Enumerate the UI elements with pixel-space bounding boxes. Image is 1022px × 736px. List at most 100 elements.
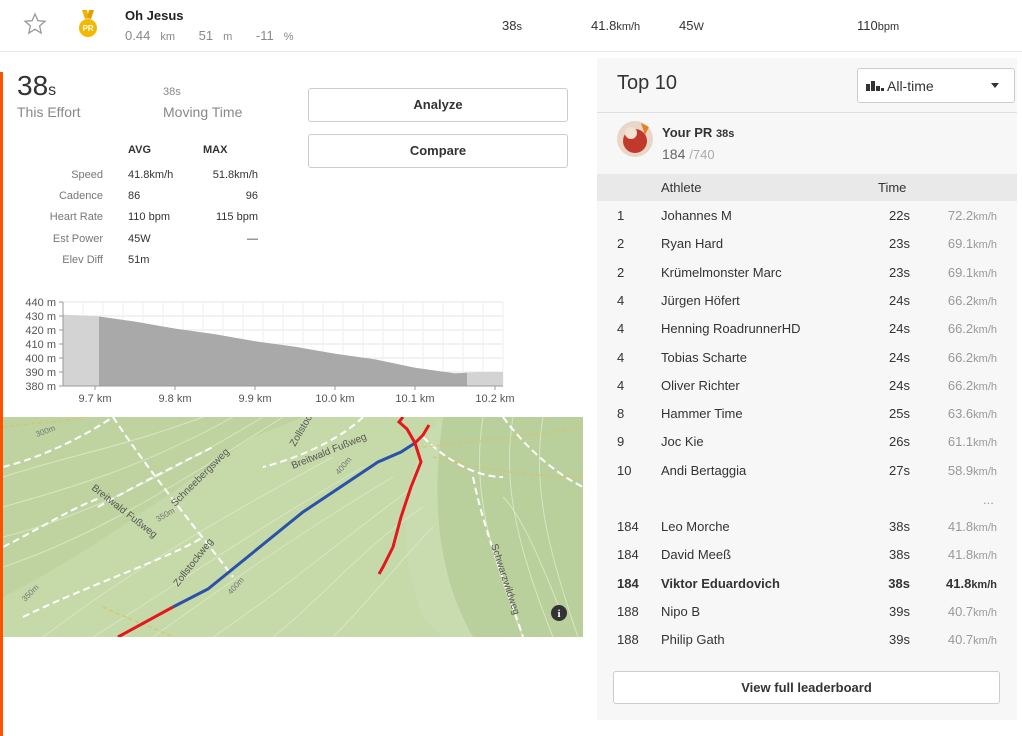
y-tick-label: 400 m	[25, 353, 56, 365]
leaderboard-row[interactable]: 184 Leo Morche 38s 41.8km/h	[597, 512, 1017, 540]
leaderboard-speed: 66.2km/h	[947, 377, 997, 393]
chevron-down-icon[interactable]	[991, 83, 999, 88]
leaderboard-row[interactable]: 1 Johannes M 22s 72.2km/h	[597, 201, 1017, 229]
stat-avg: 45W	[128, 233, 151, 245]
leaderboard-athlete-name[interactable]: David Meeß	[661, 547, 732, 563]
leaderboard-rank: 1	[617, 208, 625, 223]
leaderboard-time: 38s	[888, 575, 910, 591]
pr-medal-icon: PR	[79, 10, 97, 37]
analyze-button[interactable]: Analyze	[308, 88, 568, 122]
avatar[interactable]	[617, 121, 653, 157]
star-icon[interactable]	[23, 12, 47, 36]
leaderboard-speed: 58.9km/h	[947, 462, 997, 478]
x-tick-label: 10.2 km	[475, 393, 514, 405]
leaderboard-rank: 4	[617, 292, 625, 308]
effort-time: 38s	[17, 70, 57, 101]
leaderboard-rank: 184	[617, 575, 639, 591]
segment-power: 45W	[679, 18, 704, 33]
leaderboard-athlete-name[interactable]: Joc Kie	[661, 434, 704, 450]
leaderboard-row[interactable]: 188 Nipo B 39s 40.7km/h	[597, 597, 1017, 625]
column-time[interactable]: Time	[878, 180, 907, 195]
selected-indicator	[0, 72, 3, 736]
elevation-chart[interactable]: 440 m 430 m 420 m 410 m 400 m 390 m 380 m 9.7 k…	[0, 292, 520, 412]
leaderboard-time: 23s	[889, 236, 910, 252]
leaderboard-athlete-name[interactable]: Nipo B	[661, 603, 701, 619]
segment-name[interactable]: Oh Jesus	[125, 8, 184, 23]
leaderboard-athlete-name[interactable]: Tobias Scharte	[661, 349, 747, 365]
segment-heart-rate: 110bpm	[857, 18, 900, 33]
segment-distance-unit: km	[160, 31, 175, 43]
leaderboard-time: 23s	[889, 264, 910, 280]
leaderboard-athlete-name[interactable]: Krümelmonster Marc	[661, 264, 782, 280]
leaderboard-time: 39s	[889, 632, 910, 648]
leaderboard-filter-dropdown[interactable]	[857, 68, 1015, 103]
leaderboard-rank: 8	[617, 406, 625, 422]
x-tick-label: 10.1 km	[395, 393, 434, 405]
leaderboard-rank: 188	[617, 632, 639, 648]
segment-grade-unit: %	[283, 31, 294, 43]
leaderboard-time: 26s	[889, 434, 910, 450]
leaderboard-row[interactable]: 188 Philip Gath 39s 40.7km/h	[597, 625, 1017, 653]
svg-text:PR: PR	[82, 24, 93, 33]
leaderboard-speed: 41.8km/h	[947, 519, 997, 534]
leaderboard-row[interactable]: 184 David Meeß 38s 41.8km/h	[597, 540, 1017, 568]
leaderboard-speed: 41.8km/h	[946, 575, 997, 591]
leaderboard-rank: 4	[617, 377, 625, 393]
leaderboard-time: 24s	[889, 349, 910, 365]
leaderboard-speed: 66.2km/h	[947, 321, 997, 337]
leaderboard-row[interactable]: 184 Viktor Eduardovich 38s 41.8km/h	[597, 569, 1017, 597]
leaderboard-row[interactable]: 4 Jürgen Höfert 24s 66.2km/h	[597, 286, 1017, 314]
stat-avg: 41.8km/h	[128, 169, 174, 181]
leaderboard-athlete-name[interactable]: Philip Gath	[661, 632, 725, 648]
leaderboard-filter-value[interactable]: All-time	[887, 78, 934, 94]
leaderboard-speed: 40.7km/h	[947, 632, 997, 648]
compare-button[interactable]: Compare	[308, 134, 568, 168]
leaderboard-athlete-name[interactable]: Hammer Time	[661, 406, 743, 422]
leaderboard-rank: 184	[617, 547, 639, 563]
leaderboard-rank: 2	[617, 264, 625, 280]
leaderboard-speed: 69.1km/h	[947, 236, 997, 252]
stat-avg: 86	[128, 190, 141, 202]
leaderboard-row[interactable]: 2 Krümelmonster Marc 23s 69.1km/h	[597, 258, 1017, 286]
stat-label: Heart Rate	[49, 211, 103, 223]
stat-max: 51.8km/h	[212, 169, 258, 181]
column-athlete[interactable]: Athlete	[661, 180, 702, 195]
y-tick-label: 380 m	[25, 381, 56, 393]
bar-chart-icon	[866, 81, 884, 91]
leaderboard-row[interactable]: 4 Oliver Richter 24s 66.2km/h	[597, 371, 1017, 399]
leaderboard-row[interactable]: 10 Andi Bertaggia 27s 58.9km/h	[597, 456, 1017, 484]
leaderboard-rank: 2	[617, 236, 625, 252]
leaderboard-rank: 10	[617, 462, 632, 478]
leaderboard-speed: 41.8km/h	[947, 547, 997, 563]
segment-map[interactable]: Zollstockweg Breitwald Fußweg Breitwald …	[3, 417, 583, 637]
leaderboard-athlete-name[interactable]: Leo Morche	[661, 519, 730, 534]
leaderboard-athlete-name[interactable]: Oliver Richter	[661, 377, 740, 393]
leaderboard-athlete-name[interactable]: Viktor Eduardovich	[661, 575, 780, 591]
leaderboard-header	[597, 174, 1017, 201]
your-pr-rank: 184 /740	[662, 146, 715, 162]
map-info-icon[interactable]: i	[551, 605, 567, 621]
stat-label: Elev Diff	[62, 254, 103, 266]
leaderboard-row[interactable]: 4 Henning RoadrunnerHD 24s 66.2km/h	[597, 314, 1017, 342]
leaderboard-athlete-name[interactable]: Johannes M	[661, 208, 732, 223]
avg-header: AVG	[128, 144, 152, 156]
leaderboard-ellipsis: ...	[983, 492, 994, 507]
segment-elevation-unit: m	[223, 31, 233, 43]
segment-elevation: 51	[198, 28, 214, 43]
map-canvas[interactable]: Zollstockweg Breitwald Fußweg Breitwald …	[3, 417, 583, 637]
leaderboard-row[interactable]: 9 Joc Kie 26s 61.1km/h	[597, 427, 1017, 455]
leaderboard-time: 25s	[889, 406, 910, 422]
view-full-leaderboard-button[interactable]: View full leaderboard	[613, 671, 1000, 704]
leaderboard-row[interactable]: 4 Tobias Scharte 24s 66.2km/h	[597, 343, 1017, 371]
segment-row[interactable]: PR Oh Jesus 0.44 km 51 m -11% 38s 41.8km/h…	[0, 0, 1022, 52]
leaderboard-row[interactable]: 8 Hammer Time 25s 63.6km/h	[597, 399, 1017, 427]
leaderboard-title: Top 10	[617, 72, 678, 94]
leaderboard-athlete-name[interactable]: Henning RoadrunnerHD	[661, 321, 801, 337]
leaderboard-speed: 61.1km/h	[947, 434, 997, 450]
leaderboard-athlete-name[interactable]: Jürgen Höfert	[661, 292, 740, 308]
leaderboard-athlete-name[interactable]: Ryan Hard	[661, 236, 724, 252]
leaderboard-speed: 63.6km/h	[947, 406, 997, 422]
leaderboard-time: 24s	[889, 292, 910, 308]
leaderboard-row[interactable]: 2 Ryan Hard 23s 69.1km/h	[597, 229, 1017, 257]
leaderboard-athlete-name[interactable]: Andi Bertaggia	[661, 462, 747, 478]
